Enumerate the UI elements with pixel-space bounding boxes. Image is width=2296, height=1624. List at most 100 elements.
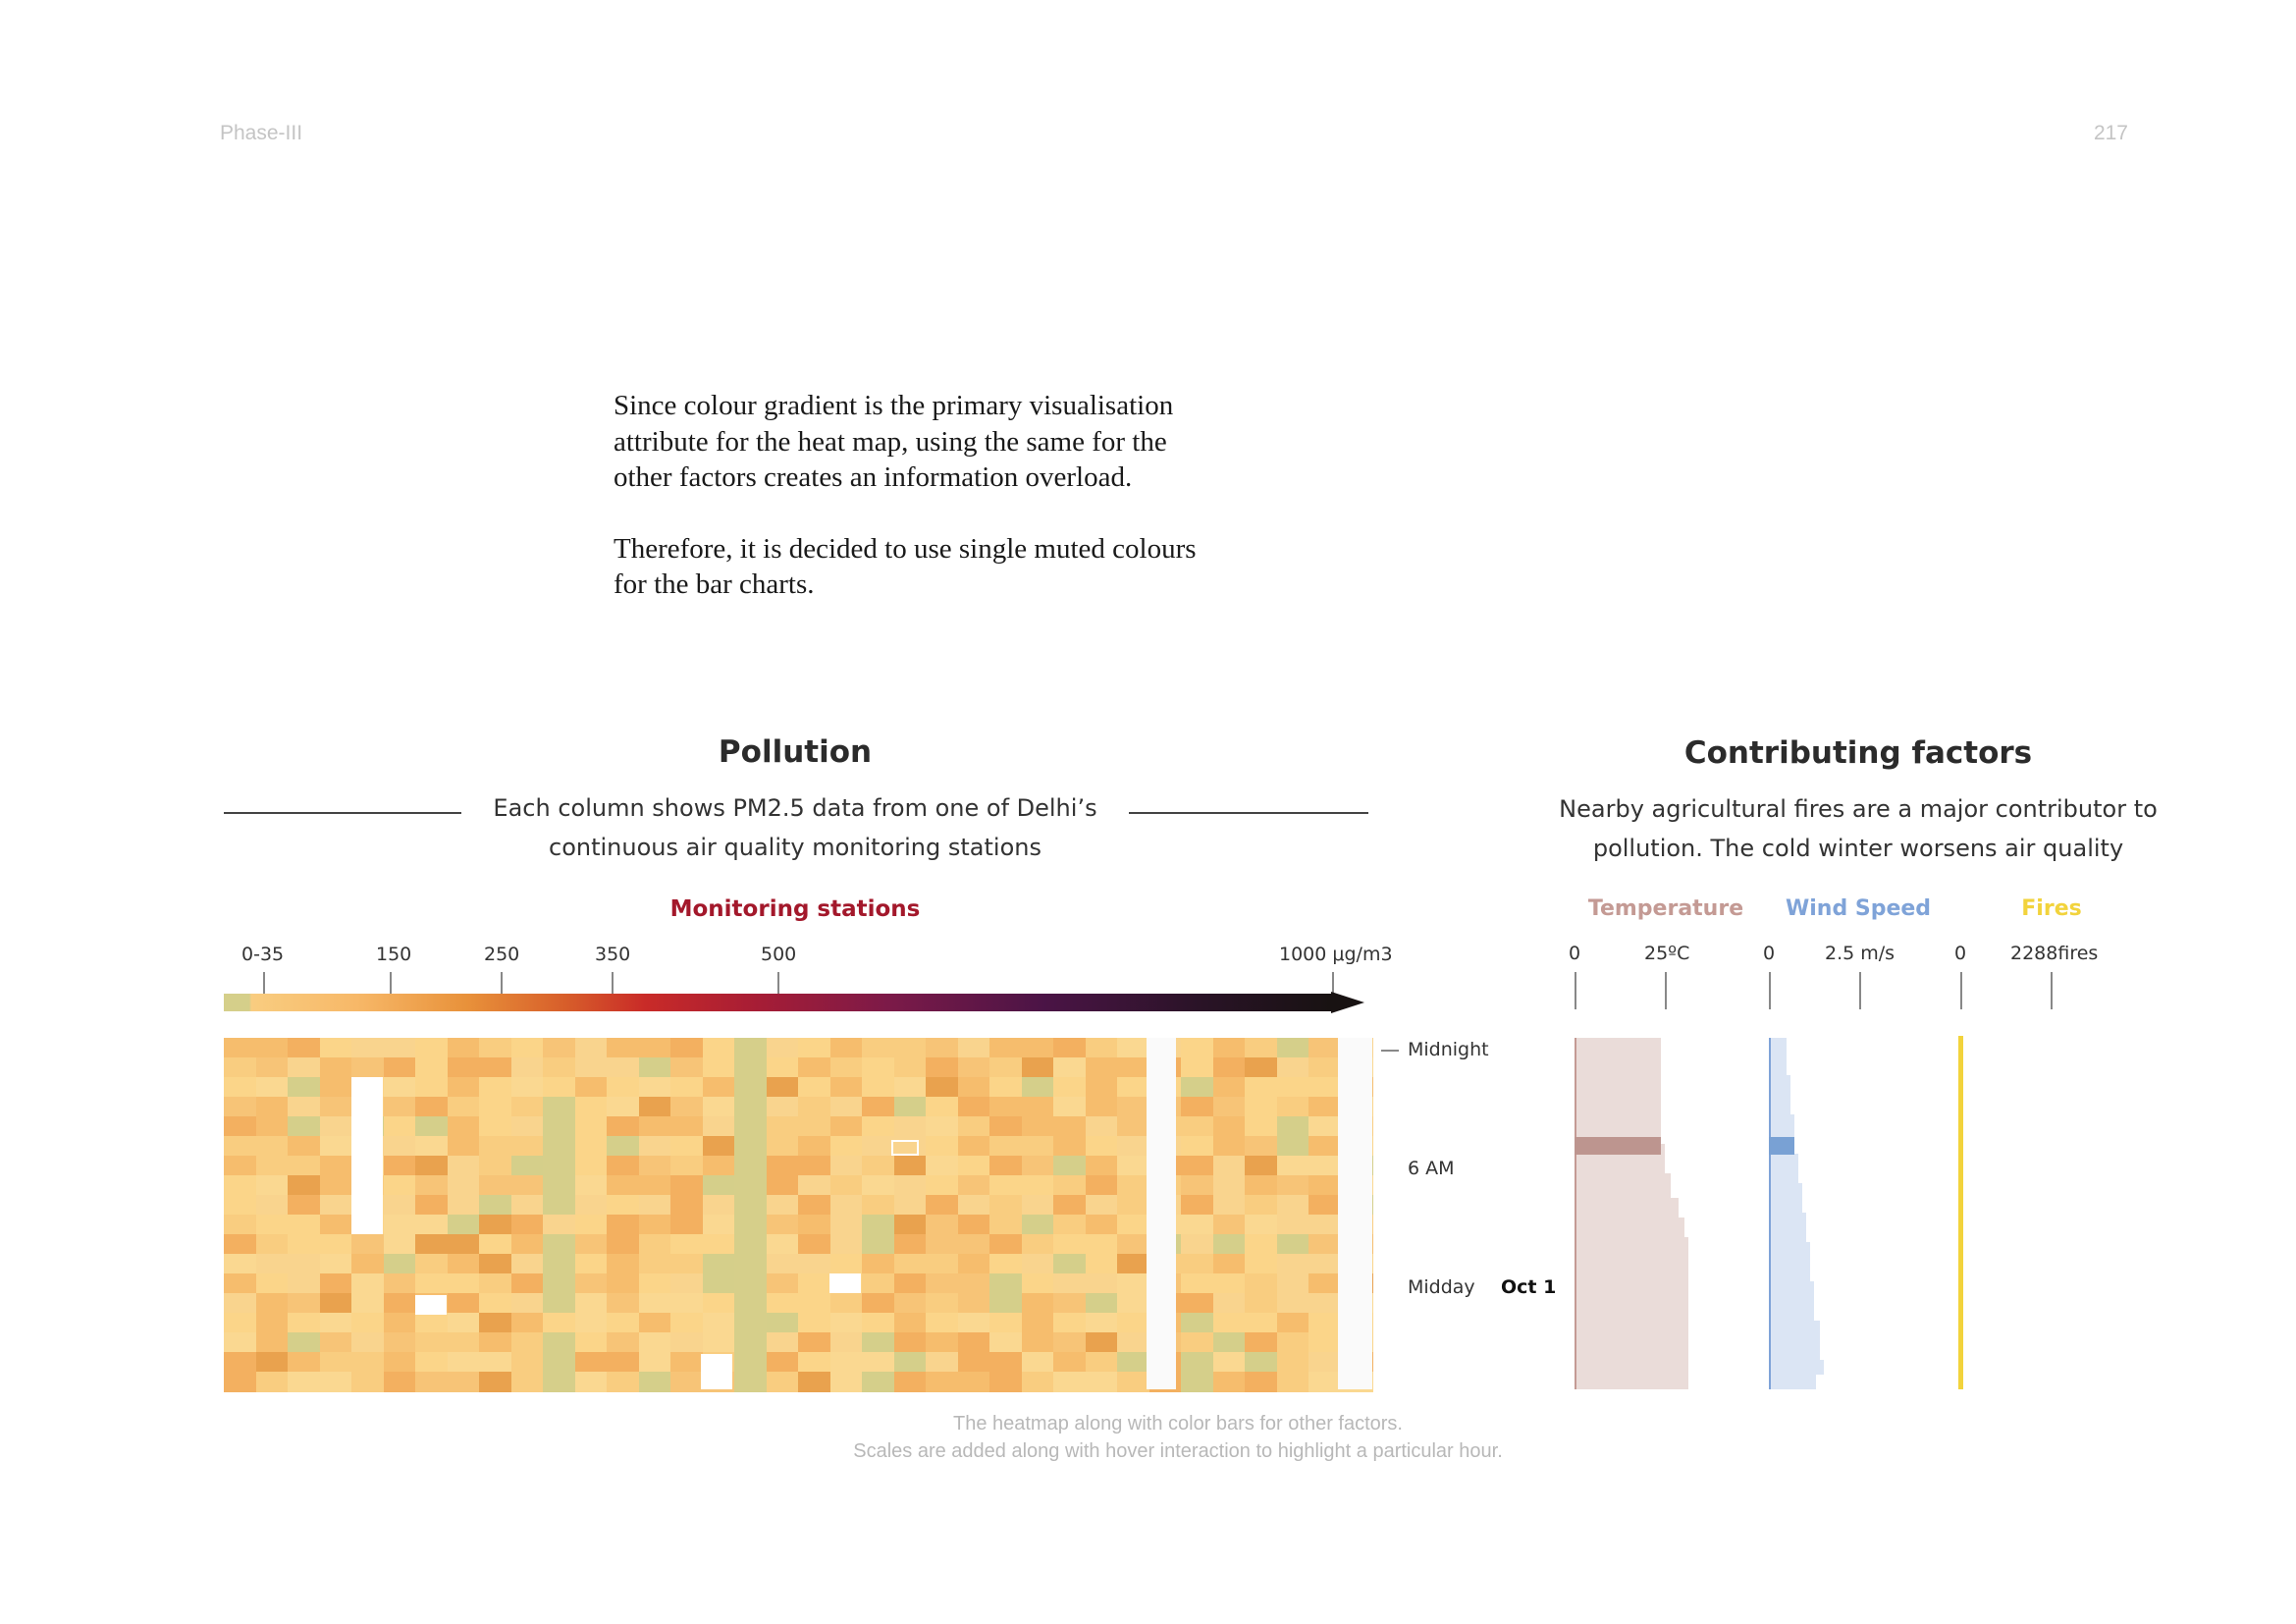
heatmap-cell	[893, 1097, 927, 1117]
scale-tick	[777, 972, 779, 994]
heatmap-cell	[1021, 1293, 1054, 1314]
temperature-hover-highlight[interactable]	[1575, 1137, 1661, 1155]
heatmap-cell	[510, 1136, 544, 1157]
scale-tick	[263, 972, 265, 994]
heatmap-cell	[288, 1116, 321, 1137]
heatmap-cell	[224, 1097, 257, 1117]
heatmap-cell	[798, 1254, 831, 1274]
heatmap-cell	[893, 1116, 927, 1137]
heatmap-cell	[383, 1136, 416, 1157]
heatmap-cell	[638, 1116, 671, 1137]
heatmap-cell	[798, 1077, 831, 1098]
heatmap-cell	[255, 1352, 289, 1373]
heatmap-cell	[479, 1372, 512, 1392]
heatmap-cell	[224, 1136, 257, 1157]
heatmap-cell	[510, 1332, 544, 1353]
heatmap-cell	[957, 1136, 990, 1157]
heatmap-cell	[288, 1175, 321, 1196]
heatmap-cell	[1245, 1313, 1278, 1333]
heatmap-cell	[479, 1116, 512, 1137]
heatmap-cell	[957, 1234, 990, 1255]
heatmap-cell	[415, 1057, 449, 1078]
heatmap-hover-marker[interactable]	[891, 1140, 919, 1156]
heatmap-cell	[1308, 1195, 1342, 1216]
heatmap-cell	[1181, 1175, 1214, 1196]
heatmap-cell	[479, 1332, 512, 1353]
missing-data-gap	[701, 1354, 732, 1389]
heatmap-cell	[1181, 1057, 1214, 1078]
heatmap-cell	[1212, 1234, 1246, 1255]
heatmap-cell	[224, 1372, 257, 1392]
heatmap-cell	[829, 1097, 863, 1117]
heatmap-cell	[607, 1332, 640, 1353]
heatmap-cell	[510, 1038, 544, 1058]
heatmap-cell	[1308, 1057, 1342, 1078]
heatmap-cell	[862, 1273, 895, 1294]
factors-title: Contributing factors	[1683, 735, 2033, 771]
heatmap-cell	[702, 1215, 735, 1235]
heatmap-cell	[479, 1254, 512, 1274]
heatmap-cell	[1117, 1195, 1150, 1216]
heatmap-cell	[766, 1293, 799, 1314]
heatmap-cell	[1245, 1352, 1278, 1373]
heatmap-cell	[607, 1234, 640, 1255]
heatmap-cell	[479, 1215, 512, 1235]
heatmap-cell	[1021, 1038, 1054, 1058]
heatmap-cell	[638, 1254, 671, 1274]
heatmap-cell	[1308, 1097, 1342, 1117]
heatmap-cell	[574, 1097, 608, 1117]
heatmap-cell	[893, 1038, 927, 1058]
heatmap-cell	[766, 1273, 799, 1294]
heatmap-cell	[288, 1156, 321, 1176]
heatmap-cell	[670, 1273, 704, 1294]
heatmap-cell	[798, 1175, 831, 1196]
wind-tick-label: 0	[1763, 943, 1776, 964]
heatmap-cell	[702, 1116, 735, 1137]
fires-tick	[2051, 972, 2053, 1009]
heatmap-cell	[1276, 1077, 1309, 1098]
heatmap-cell	[351, 1372, 385, 1392]
heatmap-cell	[351, 1273, 385, 1294]
heatmap-cell	[957, 1116, 990, 1137]
colour-scale-arrow	[1331, 992, 1364, 1013]
heatmap-cell	[638, 1215, 671, 1235]
pollution-heatmap[interactable]	[224, 1038, 1373, 1392]
wind-tick-label: 2.5 m/s	[1825, 943, 1896, 964]
heatmap-cell	[1245, 1273, 1278, 1294]
wind-hover-highlight[interactable]	[1769, 1137, 1794, 1155]
temperature-tick	[1575, 972, 1576, 1009]
heatmap-cell	[543, 1372, 576, 1392]
temperature-bar-chart[interactable]	[1571, 1036, 1688, 1391]
heatmap-cell	[1276, 1136, 1309, 1157]
heatmap-cell	[1117, 1273, 1150, 1294]
heatmap-cell	[1053, 1332, 1087, 1353]
heatmap-cell	[734, 1352, 768, 1373]
hour-label-midday: Midday	[1408, 1276, 1475, 1298]
heatmap-cell	[479, 1293, 512, 1314]
heatmap-cell	[989, 1136, 1023, 1157]
heatmap-cell	[415, 1372, 449, 1392]
heatmap-cell	[798, 1293, 831, 1314]
heatmap-cell	[447, 1332, 480, 1353]
heatmap-cell	[543, 1116, 576, 1137]
heatmap-cell	[1117, 1372, 1150, 1392]
heatmap-cell	[766, 1136, 799, 1157]
heatmap-cell	[702, 1038, 735, 1058]
heatmap-cell	[670, 1136, 704, 1157]
heatmap-cell	[383, 1313, 416, 1333]
heatmap-cell	[1276, 1352, 1309, 1373]
heatmap-cell	[926, 1352, 959, 1373]
wind-speed-bar-chart[interactable]	[1765, 1036, 1853, 1391]
heatmap-cell	[1212, 1195, 1246, 1216]
heatmap-cell	[989, 1215, 1023, 1235]
heatmap-cell	[1308, 1215, 1342, 1235]
heatmap-cell	[670, 1057, 704, 1078]
heatmap-cell	[702, 1332, 735, 1353]
heatmap-cell	[1117, 1215, 1150, 1235]
heatmap-cell	[1053, 1136, 1087, 1157]
temperature-tick-label: 0	[1569, 943, 1581, 964]
heatmap-cell	[926, 1175, 959, 1196]
heatmap-cell	[798, 1372, 831, 1392]
heatmap-cell	[447, 1136, 480, 1157]
heatmap-cell	[383, 1116, 416, 1137]
